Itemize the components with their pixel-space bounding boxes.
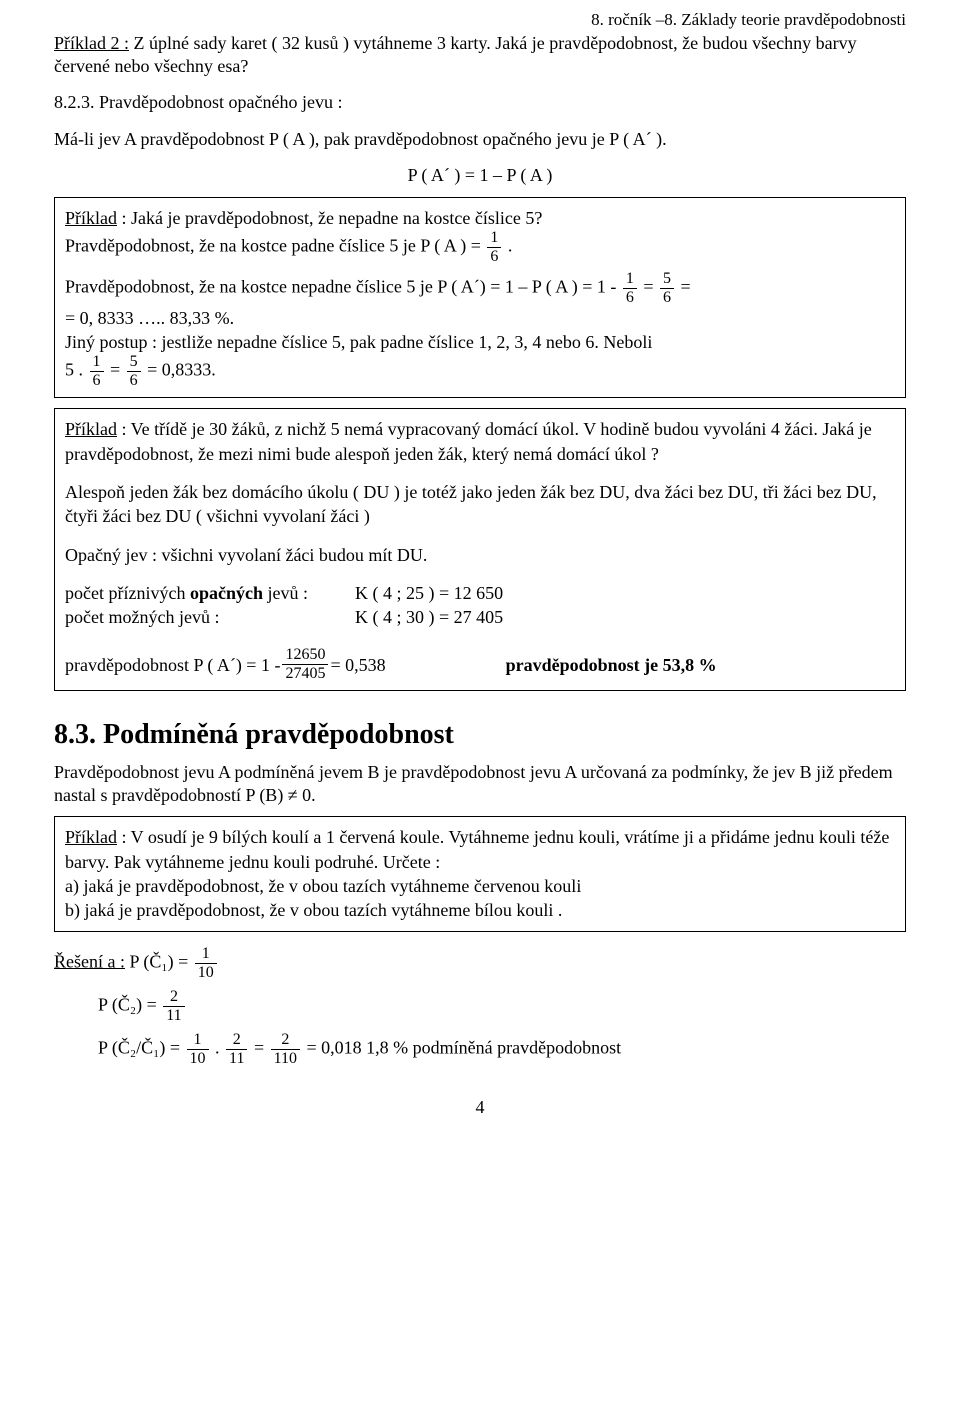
frac-num: 5 [660, 271, 674, 288]
example2-text: Z úplné sady karet ( 32 kusů ) vytáhneme… [54, 33, 857, 76]
fraction-2-11: 211 [163, 989, 184, 1024]
example2: Příklad 2 : Z úplné sady karet ( 32 kusů… [54, 32, 906, 77]
frac-den: 10 [187, 1049, 209, 1067]
box1-line6b: = 0,8333. [147, 360, 216, 380]
section-823-body: Má-li jev A pravděpodobnost P ( A ), pak… [54, 128, 906, 151]
box1-line1: Příklad : Jaká je pravděpodobnost, že ne… [65, 206, 895, 230]
frac-den: 6 [487, 247, 501, 265]
solution-a: Řešení a : P (Č₁) = 110 [54, 946, 906, 981]
frac-num: 1 [90, 354, 104, 371]
frac-den: 27405 [282, 664, 328, 682]
box1-line2b: . [508, 235, 513, 255]
section-83-body: Pravděpodobnost jevu A podmíněná jevem B… [54, 761, 906, 806]
page-header: 8. ročník –8. Základy teorie pravděpodob… [54, 10, 906, 30]
fraction-12650-27405: 1265027405 [282, 647, 328, 682]
frac-num: 2 [226, 1032, 247, 1049]
complement-formula: P ( A´ ) = 1 – P ( A ) [54, 164, 906, 187]
box2-res-b: = 0,538 [330, 653, 385, 677]
frac-num: 5 [127, 354, 141, 371]
frac-den: 6 [90, 371, 104, 389]
example-box-urn: Příklad : V osudí je 9 bílých koulí a 1 … [54, 816, 906, 931]
frac-num: 2 [271, 1032, 300, 1049]
fraction-2-11b: 211 [226, 1032, 247, 1067]
frac-den: 10 [195, 963, 217, 981]
frac-den: 6 [660, 288, 674, 306]
example-box-homework: Příklad : Ve třídě je 30 žáků, z nichž 5… [54, 408, 906, 691]
fraction-1-6b: 16 [623, 271, 637, 306]
box2-p2: Alespoň jeden žák bez domácího úkolu ( D… [65, 480, 895, 529]
eq: = [643, 276, 658, 296]
box2-r1-value: K ( 4 ; 25 ) = 12 650 [355, 581, 503, 605]
box2-label: Příklad [65, 419, 117, 439]
frac-num: 1 [195, 946, 217, 963]
box1-line3: Pravděpodobnost, že na kostce nepadne čí… [65, 271, 895, 306]
box2-row2: počet možných jevů : K ( 4 ; 30 ) = 27 4… [65, 605, 895, 629]
frac-num: 1 [623, 271, 637, 288]
box1-label: Příklad [65, 208, 117, 228]
solution-c-tail: = 0,018 1,8 % podmíněná pravděpodobnost [307, 1037, 622, 1057]
box3-l1b: : V osudí je 9 bílých koulí a 1 červená … [65, 827, 889, 871]
section-823-title: 8.2.3. Pravděpodobnost opačného jevu : [54, 91, 906, 114]
frac-num: 12650 [282, 647, 328, 664]
eq3: = [254, 1037, 269, 1057]
box2-p3: Opačný jev : všichni vyvolaní žáci budou… [65, 543, 895, 567]
box3-l1: Příklad : V osudí je 9 bílých koulí a 1 … [65, 825, 895, 874]
fraction-1-10: 110 [195, 946, 217, 981]
frac-num: 2 [163, 989, 184, 1006]
box1-line2a: Pravděpodobnost, že na kostce padne čísl… [65, 235, 485, 255]
box2-row1: počet příznivých opačných jevů : K ( 4 ;… [65, 581, 895, 605]
fraction-2-110: 2110 [271, 1032, 300, 1067]
frac-num: 1 [187, 1032, 209, 1049]
box2-r1b: jevů : [263, 583, 308, 603]
frac-den: 11 [163, 1006, 184, 1024]
box2-result: pravděpodobnost P ( A´) = 1 - 1265027405… [65, 647, 895, 682]
box3-label: Příklad [65, 827, 117, 847]
frac-num: 1 [487, 230, 501, 247]
box2-r1-bold: opačných [190, 583, 263, 603]
solution-b: P (Č₂) = 211 [98, 989, 906, 1024]
eq2: = [110, 360, 125, 380]
frac-den: 6 [623, 288, 637, 306]
box2-r2-label: počet možných jevů : [65, 605, 355, 629]
box1-line3a: Pravděpodobnost, že na kostce nepadne čí… [65, 276, 621, 296]
frac-den: 6 [127, 371, 141, 389]
section-83-title: 8.3. Podmíněná pravděpodobnost [54, 719, 906, 751]
box1-line1-text: : Jaká je pravděpodobnost, že nepadne na… [117, 208, 542, 228]
solution-c: P (Č₂/Č₁) = 110 . 211 = 2110 = 0,018 1,8… [98, 1032, 906, 1067]
box3-a: a) jaká je pravděpodobnost, že v obou ta… [65, 874, 895, 898]
example2-label: Příklad 2 : [54, 33, 129, 53]
box1-line6a: 5 . [65, 360, 88, 380]
solution-c-text: P (Č₂/Č₁) = [98, 1037, 185, 1057]
example-box-dice: Příklad : Jaká je pravděpodobnost, že ne… [54, 197, 906, 399]
solution-a-text: P (Č₁) = [129, 951, 192, 971]
box1-line2: Pravděpodobnost, že na kostce padne čísl… [65, 230, 895, 265]
solution-a-label: Řešení a : [54, 951, 125, 971]
box3-b: b) jaká je pravděpodobnost, že v obou ta… [65, 898, 895, 922]
box2-r2-value: K ( 4 ; 30 ) = 27 405 [355, 605, 503, 629]
box2-res-a: pravděpodobnost P ( A´) = 1 - [65, 653, 280, 677]
box2-r1a: počet příznivých [65, 583, 190, 603]
frac-den: 11 [226, 1049, 247, 1067]
box1-line6: 5 . 16 = 56 = 0,8333. [65, 354, 895, 389]
box2-p1: Příklad : Ve třídě je 30 žáků, z nichž 5… [65, 417, 895, 466]
fraction-1-10b: 110 [187, 1032, 209, 1067]
solution-b-text: P (Č₂) = [98, 994, 161, 1014]
dot: . [215, 1037, 224, 1057]
box1-line5: Jiný postup : jestliže nepadne číslice 5… [65, 330, 895, 354]
box2-res-right: pravděpodobnost je 53,8 % [506, 653, 717, 677]
page-number: 4 [54, 1097, 906, 1118]
fraction-5-6b: 56 [127, 354, 141, 389]
fraction-1-6: 16 [487, 230, 501, 265]
box2-p1b: : Ve třídě je 30 žáků, z nichž 5 nemá vy… [65, 419, 872, 463]
frac-den: 110 [271, 1049, 300, 1067]
box2-r1-label: počet příznivých opačných jevů : [65, 581, 355, 605]
box1-line4: = 0, 8333 ….. 83,33 %. [65, 306, 895, 330]
fraction-1-6c: 16 [90, 354, 104, 389]
tail: = [681, 276, 691, 296]
fraction-5-6: 56 [660, 271, 674, 306]
